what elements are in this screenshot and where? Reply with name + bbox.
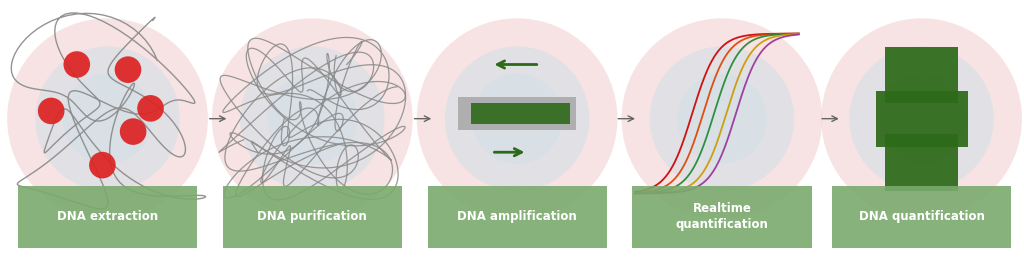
Bar [223, 186, 401, 248]
Bar [876, 91, 968, 147]
Ellipse shape [877, 74, 967, 164]
Ellipse shape [115, 56, 141, 83]
Ellipse shape [63, 51, 90, 78]
Ellipse shape [677, 74, 767, 164]
Bar [885, 47, 958, 103]
Ellipse shape [35, 46, 180, 191]
Ellipse shape [849, 46, 994, 191]
Bar [471, 103, 569, 124]
Bar [885, 134, 958, 191]
Ellipse shape [89, 152, 116, 179]
Ellipse shape [267, 74, 357, 164]
Text: Realtime
quantification: Realtime quantification [676, 202, 768, 231]
Bar [459, 97, 575, 130]
Text: DNA quantification: DNA quantification [859, 210, 984, 223]
Text: DNA amplification: DNA amplification [458, 210, 577, 223]
Bar [632, 186, 811, 248]
Ellipse shape [137, 95, 164, 122]
Ellipse shape [240, 46, 385, 191]
Ellipse shape [649, 46, 795, 191]
Bar [18, 186, 197, 248]
Bar [428, 186, 606, 248]
Ellipse shape [212, 18, 413, 219]
Ellipse shape [62, 74, 153, 164]
Ellipse shape [622, 18, 822, 219]
Ellipse shape [38, 98, 65, 124]
Ellipse shape [7, 18, 208, 219]
Ellipse shape [472, 74, 562, 164]
Ellipse shape [417, 18, 617, 219]
Text: DNA extraction: DNA extraction [57, 210, 158, 223]
Ellipse shape [821, 18, 1022, 219]
Text: DNA purification: DNA purification [257, 210, 368, 223]
Ellipse shape [120, 118, 146, 145]
Ellipse shape [444, 46, 590, 191]
Bar [831, 186, 1012, 248]
